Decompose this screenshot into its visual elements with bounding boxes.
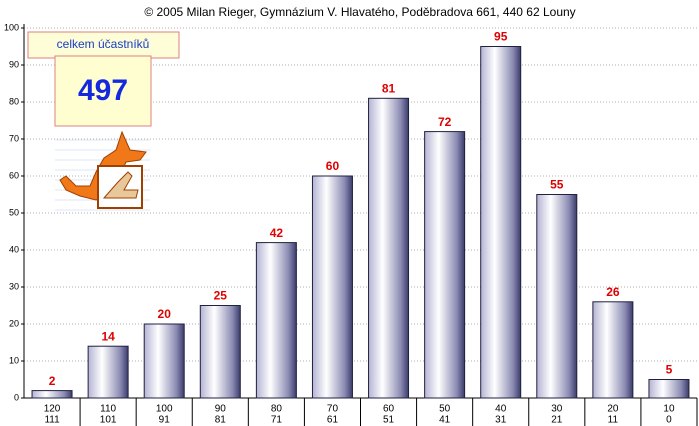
x-tick-label: 51 [383, 415, 395, 426]
x-tick-label: 30 [551, 404, 563, 415]
total-value: 497 [78, 74, 128, 107]
x-tick-label: 21 [551, 415, 563, 426]
value-label: 72 [438, 115, 452, 129]
x-tick-label: 10 [663, 404, 675, 415]
value-label: 26 [606, 285, 620, 299]
total-box [54, 55, 152, 127]
x-tick-label: 71 [271, 415, 283, 426]
bar [199, 305, 241, 399]
y-tick-label: 100 [4, 22, 19, 32]
bar [368, 97, 410, 399]
y-tick-label: 30 [9, 281, 19, 291]
y-tick-label: 90 [9, 59, 19, 69]
value-label: 42 [270, 226, 284, 240]
x-tick-label: 80 [271, 404, 283, 415]
x-tick-label: 90 [215, 404, 227, 415]
x-tick-label: 91 [159, 415, 171, 426]
x-tick-label: 111 [44, 415, 60, 426]
y-tick-label: 70 [9, 133, 19, 143]
y-tick-label: 80 [9, 96, 19, 106]
bar [424, 131, 466, 399]
x-tick-label: 100 [156, 404, 173, 415]
bar [31, 390, 73, 399]
x-tick-label: 101 [100, 415, 117, 426]
x-tick-label: 11 [608, 415, 619, 426]
y-tick-label: 0 [14, 392, 19, 402]
y-tick-label: 60 [9, 170, 19, 180]
value-label: 20 [158, 307, 172, 321]
y-tick-label: 40 [9, 244, 19, 254]
chart-title: © 2005 Milan Rieger, Gymnázium V. Hlavat… [144, 5, 575, 19]
value-label: 55 [550, 178, 564, 192]
total-label-box [27, 31, 180, 59]
value-label: 81 [382, 81, 396, 95]
bar [480, 46, 522, 399]
value-label: 5 [666, 363, 673, 377]
x-tick-label: 50 [439, 404, 451, 415]
bar [255, 242, 297, 399]
logo [55, 130, 150, 211]
x-tick-label: 40 [495, 404, 507, 415]
bar [536, 194, 578, 399]
x-tick-label: 61 [327, 415, 339, 426]
x-tick-label: 110 [100, 404, 116, 415]
x-tick-label: 70 [327, 404, 339, 415]
x-tick-label: 81 [215, 415, 227, 426]
value-label: 25 [214, 289, 228, 303]
value-label: 2 [49, 374, 56, 388]
bar [311, 175, 353, 399]
bar [87, 345, 129, 399]
x-tick-label: 20 [607, 404, 619, 415]
plot: 0102030405060708090100120111211010114100… [4, 22, 698, 426]
bar [648, 379, 690, 399]
value-label: 60 [326, 159, 340, 173]
x-tick-label: 120 [44, 404, 61, 415]
value-label: 95 [494, 30, 508, 44]
total-label: celkem účastníků [57, 37, 150, 51]
x-tick-label: 41 [439, 415, 451, 426]
y-tick-label: 50 [9, 207, 19, 217]
y-tick-label: 10 [9, 355, 19, 365]
x-tick-label: 31 [495, 415, 507, 426]
x-tick-label: 60 [383, 404, 395, 415]
y-tick-label: 20 [9, 318, 19, 328]
x-tick-label: 0 [666, 415, 672, 426]
bar [143, 323, 185, 399]
bar [592, 301, 634, 399]
value-label: 14 [101, 329, 115, 343]
